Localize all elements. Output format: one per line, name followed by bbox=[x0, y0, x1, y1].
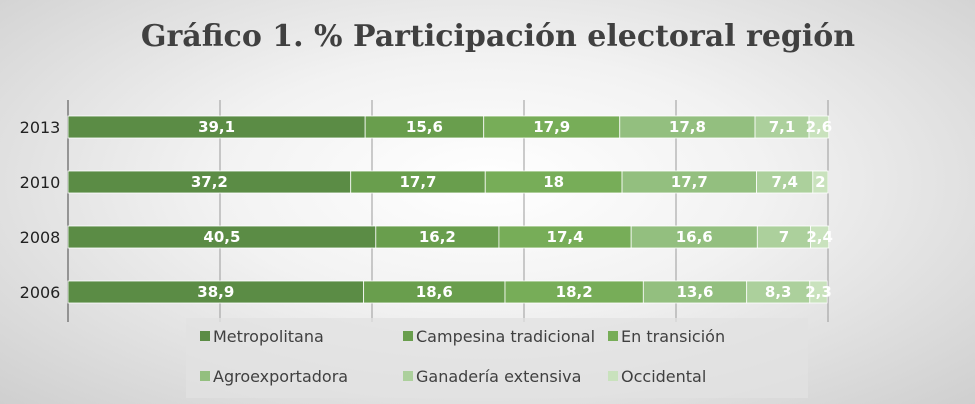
bar-segment bbox=[812, 170, 829, 194]
legend-swatch bbox=[200, 331, 210, 341]
data-label: 37,2 bbox=[191, 173, 228, 191]
data-label: 2 bbox=[815, 173, 825, 191]
bar-segment bbox=[809, 280, 828, 304]
legend-swatch bbox=[403, 371, 413, 381]
data-label: 7,4 bbox=[771, 173, 798, 191]
legend-swatch bbox=[608, 331, 618, 341]
legend-label: Metropolitana bbox=[213, 327, 324, 346]
data-label: 16,2 bbox=[419, 228, 456, 246]
bar-segment bbox=[810, 225, 830, 249]
legend-label: En transición bbox=[621, 327, 725, 346]
bar-segment bbox=[808, 115, 830, 139]
legend-swatch bbox=[200, 371, 210, 381]
legend-label: Ganadería extensiva bbox=[416, 367, 581, 386]
data-label: 8,3 bbox=[765, 283, 792, 301]
data-label: 2,4 bbox=[806, 228, 833, 246]
legend-label: Campesina tradicional bbox=[416, 327, 595, 346]
data-label: 13,6 bbox=[676, 283, 713, 301]
data-label: 39,1 bbox=[198, 118, 235, 136]
data-label: 18,2 bbox=[556, 283, 593, 301]
data-label: 16,6 bbox=[676, 228, 713, 246]
data-label: 7 bbox=[779, 228, 789, 246]
legend-swatch bbox=[608, 371, 618, 381]
y-tick-label: 2008 bbox=[20, 228, 61, 247]
data-label: 17,4 bbox=[547, 228, 584, 246]
data-label: 15,6 bbox=[406, 118, 443, 136]
data-label: 17,9 bbox=[533, 118, 570, 136]
data-label: 2,6 bbox=[806, 118, 833, 136]
data-label: 18 bbox=[543, 173, 564, 191]
legend-label: Occidental bbox=[621, 367, 706, 386]
data-label: 2,3 bbox=[805, 283, 832, 301]
data-label: 40,5 bbox=[203, 228, 240, 246]
chart-title: Gráfico 1. % Participación electoral reg… bbox=[141, 19, 855, 54]
y-tick-label: 2010 bbox=[20, 173, 61, 192]
data-label: 38,9 bbox=[197, 283, 234, 301]
legend-label: Agroexportadora bbox=[213, 367, 348, 386]
data-label: 17,7 bbox=[399, 173, 436, 191]
y-tick-label: 2013 bbox=[20, 118, 61, 137]
data-label: 18,6 bbox=[416, 283, 453, 301]
y-tick-label: 2006 bbox=[20, 283, 61, 302]
data-label: 17,8 bbox=[669, 118, 706, 136]
data-label: 7,1 bbox=[769, 118, 796, 136]
legend-swatch bbox=[403, 331, 413, 341]
data-label: 17,7 bbox=[671, 173, 708, 191]
legend-box bbox=[186, 318, 808, 398]
